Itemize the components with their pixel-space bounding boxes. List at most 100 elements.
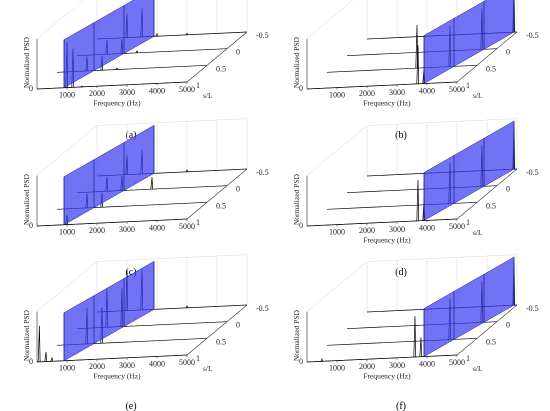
- panel-label: (e): [125, 401, 136, 411]
- x-tick-label: 4000: [149, 86, 165, 95]
- s-axis: [456, 168, 518, 220]
- trace-peak: [419, 337, 423, 357]
- s-axis-label: s/L: [473, 364, 483, 373]
- x-axis-label: Frequency (Hz): [363, 236, 411, 245]
- x-tick-label: 1000: [59, 228, 75, 237]
- s-tick-label: 0.5: [486, 64, 496, 73]
- s-axis-label: s/L: [473, 91, 483, 100]
- chart-panel-6: 1000 2000 3000 4000 5000 0 -0.5 0 0.5 1 Frequency …: [292, 254, 539, 411]
- chart-panel-1: 1000 2000 3000 4000 5000 0 -0.5 0 0.5 1 Frequency …: [22, 0, 269, 141]
- left-wall-grid: [306, 125, 368, 226]
- s-tick-label: 1: [196, 354, 200, 363]
- s-tick-label: 0: [236, 321, 240, 330]
- y-axis-label: Normalized PSD: [292, 37, 301, 89]
- trace-peak: [37, 325, 41, 362]
- trace-peak: [115, 67, 119, 70]
- left-wall-grid: [306, 0, 368, 89]
- s-axis-label: s/L: [203, 91, 213, 100]
- y-zero-label: 0: [299, 221, 303, 230]
- y-zero-label: 0: [299, 357, 303, 366]
- back-wall-grid: [366, 254, 518, 305]
- x-tick-label: 4000: [149, 223, 165, 232]
- s-tick-label: 0.5: [216, 201, 226, 210]
- x-tick-label: 2000: [89, 362, 105, 371]
- trace-peak: [185, 305, 189, 308]
- s-axis-label: s/L: [473, 228, 483, 237]
- s-tick-label: -0.5: [526, 168, 539, 177]
- x-tick-label: 3000: [389, 88, 405, 97]
- s-tick-label: 0: [506, 321, 510, 330]
- s-tick-label: 1: [196, 81, 200, 90]
- x-tick-label: 5000: [179, 85, 195, 94]
- panel-label: (a): [125, 130, 136, 141]
- x-tick-label: 1000: [329, 91, 345, 100]
- back-wall-grid: [516, 0, 518, 32]
- x-axis-label: Frequency (Hz): [93, 372, 141, 381]
- back-wall-grid: [366, 118, 518, 169]
- s-tick-label: 0: [236, 48, 240, 57]
- s-axis: [456, 304, 518, 356]
- x-tick-label: 3000: [119, 225, 135, 234]
- x-tick-label: 5000: [449, 85, 465, 94]
- x-tick-label: 3000: [119, 88, 135, 97]
- trace-peak: [50, 357, 54, 362]
- highlight-plane: [423, 256, 515, 357]
- highlight-plane: [423, 120, 515, 221]
- x-tick-label: 2000: [359, 362, 375, 371]
- s-tick-label: 1: [466, 218, 470, 227]
- s-tick-label: -0.5: [256, 168, 269, 177]
- x-tick-label: 5000: [449, 222, 465, 231]
- s-tick-label: 1: [466, 81, 470, 90]
- trace-baseline: [306, 354, 458, 363]
- trace-peak: [44, 351, 48, 362]
- x-tick-label: 3000: [389, 225, 405, 234]
- x-tick-label: 4000: [419, 223, 435, 232]
- x-tick-label: 3000: [119, 361, 135, 370]
- s-tick-label: 0: [236, 185, 240, 194]
- trace-peak: [185, 169, 189, 172]
- s-tick-label: 1: [196, 218, 200, 227]
- chart-panel-4: 1000 2000 3000 4000 5000 0 -0.5 0 0.5 1 Frequency …: [292, 118, 539, 278]
- s-axis-label: s/L: [203, 364, 213, 373]
- x-tick-label: 1000: [329, 228, 345, 237]
- trace-baseline: [306, 218, 458, 227]
- left-wall-grid: [306, 261, 368, 362]
- trace-peak: [80, 85, 84, 88]
- s-tick-label: -0.5: [526, 304, 539, 313]
- back-wall-grid: [246, 0, 248, 32]
- s-tick-label: 0.5: [486, 201, 496, 210]
- y-axis-label: Normalized PSD: [22, 37, 31, 89]
- s-tick-label: 0.5: [216, 64, 226, 73]
- x-tick-label: 5000: [179, 222, 195, 231]
- x-axis-label: Frequency (Hz): [93, 99, 141, 108]
- trace-peak: [135, 50, 139, 54]
- x-tick-label: 2000: [89, 89, 105, 98]
- trace-peak: [416, 45, 420, 84]
- x-tick-label: 5000: [449, 358, 465, 367]
- panel-label: (f): [396, 401, 406, 411]
- s-tick-label: 0: [506, 185, 510, 194]
- s-tick-label: -0.5: [256, 31, 269, 40]
- y-axis-label: Normalized PSD: [292, 310, 301, 362]
- s-axis: [186, 304, 248, 356]
- y-axis-label: Normalized PSD: [22, 174, 31, 226]
- highlight-plane: [63, 260, 155, 362]
- x-axis-label: Frequency (Hz): [363, 99, 411, 108]
- panel-label: (d): [395, 267, 407, 278]
- trace-peak: [416, 180, 420, 221]
- x-tick-label: 2000: [359, 226, 375, 235]
- s-tick-label: 1: [466, 354, 470, 363]
- highlight-plane: [63, 124, 155, 226]
- x-axis-label: Frequency (Hz): [363, 372, 411, 381]
- back-wall-grid: [96, 254, 248, 305]
- trace-baseline: [36, 81, 188, 90]
- s-axis: [186, 168, 248, 220]
- chart-panel-5: 1000 2000 3000 4000 5000 0 -0.5 0 0.5 1 Frequency …: [22, 254, 269, 411]
- trace-peak: [155, 32, 159, 37]
- panel-label: (c): [125, 267, 136, 278]
- y-zero-label: 0: [29, 357, 33, 366]
- x-tick-label: 4000: [149, 359, 165, 368]
- trace-baseline: [306, 81, 458, 90]
- y-zero-label: 0: [29, 84, 33, 93]
